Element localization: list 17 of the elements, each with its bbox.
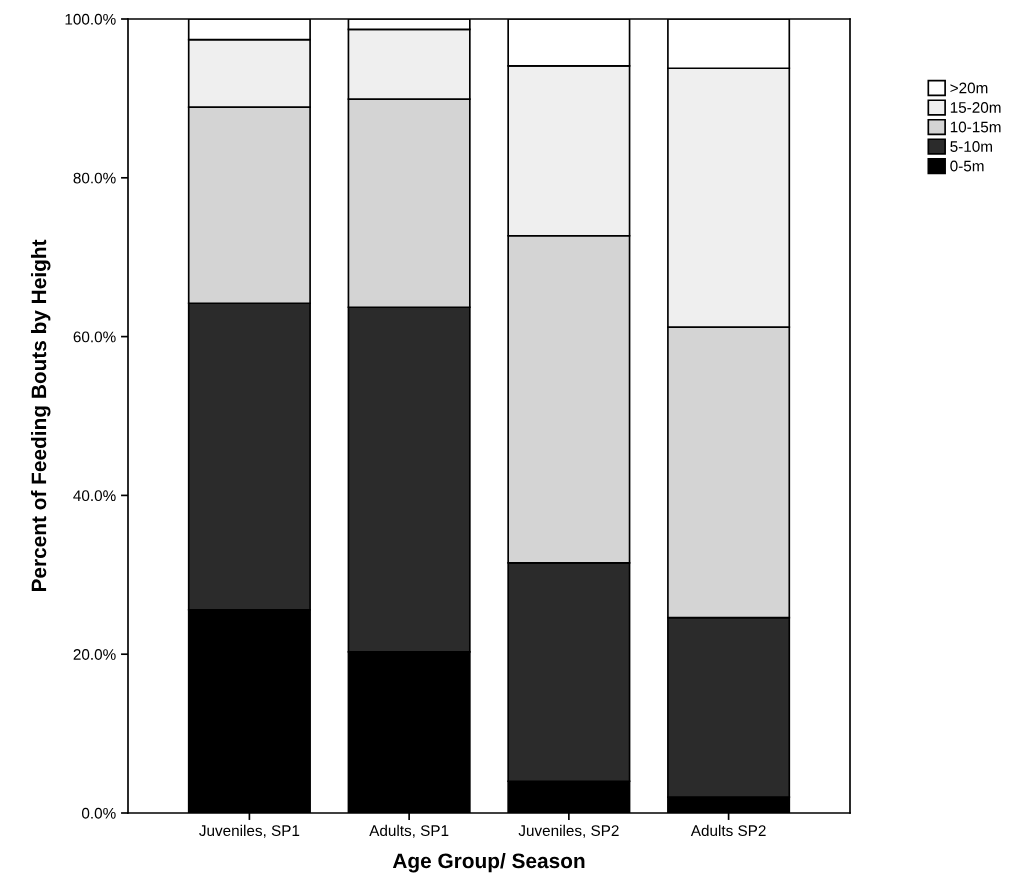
y-tick-label: 60.0%: [73, 331, 116, 343]
x-axis-title: Age Group/ Season: [392, 852, 585, 873]
x-tick-label: Juveniles, SP1: [199, 824, 300, 838]
legend-label: 15-20m: [950, 102, 1001, 113]
x-tick-label: Adults SP2: [690, 824, 766, 837]
legend-label: 10-15m: [950, 121, 1001, 133]
y-axis-title: Percent of Feeding Bouts by Height: [30, 239, 51, 592]
x-tick-label: Adults, SP1: [369, 824, 449, 838]
y-tick-label: 100.0%: [65, 13, 116, 25]
y-tick-label: 40.0%: [73, 490, 116, 502]
y-tick-label: 80.0%: [73, 172, 116, 184]
y-tick-label: 0.0%: [81, 807, 116, 819]
x-tick-label: Juveniles, SP2: [518, 824, 619, 838]
legend-label: 0-5m: [950, 160, 984, 172]
legend-label: >20m: [950, 82, 988, 94]
legend-label: 5-10m: [950, 141, 992, 152]
y-tick-label: 20.0%: [73, 649, 116, 660]
